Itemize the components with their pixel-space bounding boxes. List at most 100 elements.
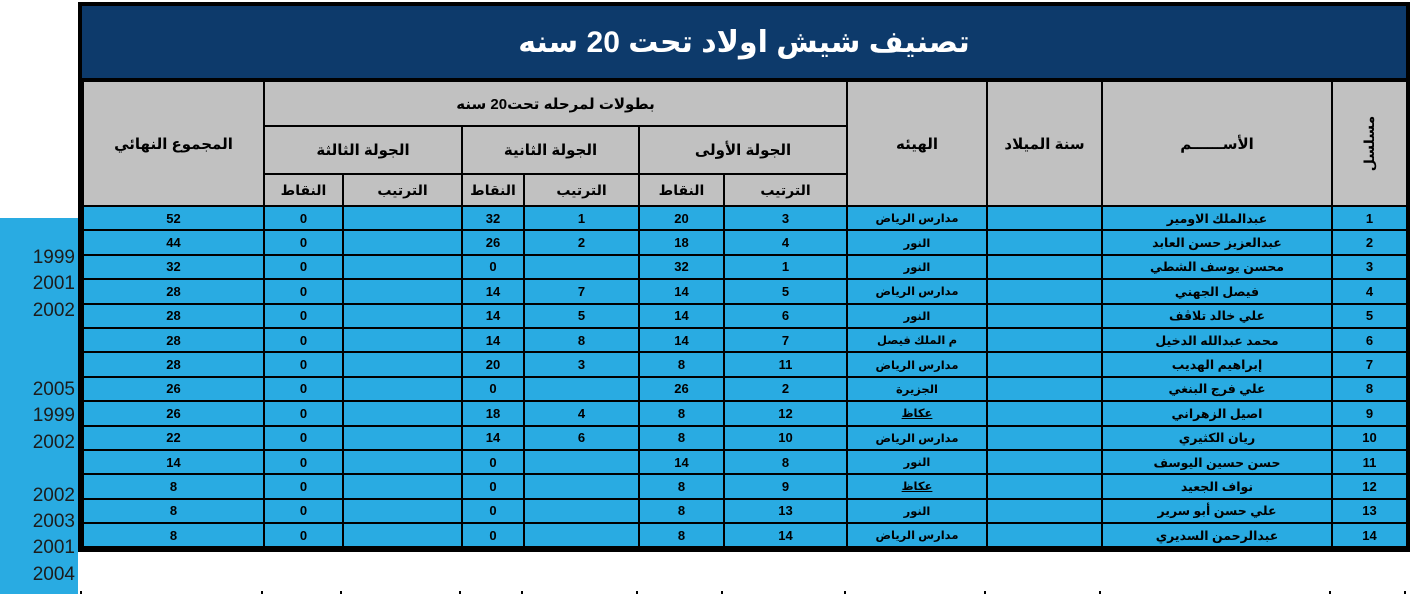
cell-round1-points[interactable]: 14 [638, 326, 725, 354]
cell-birth-year[interactable] [986, 302, 1103, 329]
cell-name[interactable]: محسن يوسف الشطي [1101, 253, 1333, 281]
cell-serial[interactable]: 6 [1331, 326, 1408, 354]
header-round-3-rank[interactable]: الترتيب [342, 173, 463, 207]
cell-round3-points[interactable]: 0 [263, 253, 344, 281]
cell-round3-points[interactable]: 0 [263, 375, 344, 403]
cell-name[interactable]: اصيل الزهراني [1101, 400, 1333, 427]
cell-round1-rank[interactable]: 10 [723, 424, 848, 451]
margin-year[interactable]: 2004 [32, 563, 75, 585]
cell-round3-rank[interactable] [342, 400, 463, 427]
cell-final-total[interactable]: 26 [82, 375, 265, 403]
cell-organization[interactable]: عكاظ [846, 400, 988, 427]
cell-serial[interactable]: 5 [1331, 302, 1408, 329]
cell-birth-year[interactable] [986, 351, 1103, 378]
cell-birth-year[interactable] [986, 400, 1103, 427]
cell-round1-points[interactable]: 8 [638, 473, 725, 500]
cell-round3-rank[interactable] [342, 424, 463, 451]
header-round-2-rank[interactable]: الترتيب [523, 173, 640, 207]
cell-round3-points[interactable]: 0 [263, 497, 344, 525]
cell-round3-points[interactable]: 0 [263, 473, 344, 500]
margin-year[interactable]: 1999 [32, 246, 75, 268]
cell-round3-rank[interactable] [342, 204, 463, 232]
cell-round1-rank[interactable]: 5 [723, 278, 848, 305]
cell-organization[interactable]: النور [846, 302, 988, 329]
cell-organization[interactable]: مدارس الرياض [846, 204, 988, 232]
cell-round2-points[interactable]: 18 [461, 400, 525, 427]
cell-final-total[interactable]: 26 [82, 400, 265, 427]
cell-round3-rank[interactable] [342, 473, 463, 500]
header-round-3-points[interactable]: النقاط [263, 173, 344, 207]
header-organization[interactable]: الهيئه [846, 80, 988, 207]
cell-round2-points[interactable]: 14 [461, 326, 525, 354]
cell-birth-year[interactable] [986, 448, 1103, 476]
cell-round1-points[interactable]: 18 [638, 229, 725, 256]
header-serial[interactable]: مسلسل [1331, 80, 1408, 207]
cell-round1-rank[interactable]: 7 [723, 326, 848, 354]
cell-round2-points[interactable]: 14 [461, 278, 525, 305]
cell-round3-rank[interactable] [342, 351, 463, 378]
cell-birth-year[interactable] [986, 522, 1103, 549]
cell-serial[interactable]: 3 [1331, 253, 1408, 281]
cell-round2-points[interactable]: 0 [461, 375, 525, 403]
cell-birth-year[interactable] [986, 473, 1103, 500]
margin-year[interactable]: 2002 [32, 431, 75, 453]
cell-organization[interactable]: مدارس الرياض [846, 424, 988, 451]
cell-round1-rank[interactable]: 2 [723, 375, 848, 403]
cell-organization[interactable]: الجزيرة [846, 375, 988, 403]
table-title[interactable]: تصنيف شيش اولاد تحت 20 سنه [82, 6, 1406, 80]
cell-round1-rank[interactable]: 8 [723, 448, 848, 476]
cell-round2-rank[interactable]: 3 [523, 351, 640, 378]
cell-round2-points[interactable]: 14 [461, 302, 525, 329]
margin-year[interactable] [0, 350, 78, 376]
cell-round3-rank[interactable] [342, 302, 463, 329]
cell-round2-points[interactable]: 0 [461, 448, 525, 476]
cell-serial[interactable]: 11 [1331, 448, 1408, 476]
cell-birth-year[interactable] [986, 326, 1103, 354]
cell-serial[interactable]: 12 [1331, 473, 1408, 500]
margin-year[interactable]: 1999 [32, 405, 75, 427]
cell-birth-year[interactable] [986, 375, 1103, 403]
cell-name[interactable]: إبراهيم الهديب [1101, 351, 1333, 378]
header-round-1-rank[interactable]: الترتيب [723, 173, 848, 207]
cell-birth-year[interactable] [986, 229, 1103, 256]
cell-round3-points[interactable]: 0 [263, 522, 344, 549]
cell-round3-rank[interactable] [342, 326, 463, 354]
cell-birth-year[interactable] [986, 253, 1103, 281]
cell-final-total[interactable]: 32 [82, 253, 265, 281]
cell-round3-points[interactable]: 0 [263, 278, 344, 305]
cell-birth-year[interactable] [986, 204, 1103, 232]
cell-round1-rank[interactable]: 11 [723, 351, 848, 378]
header-round-2-points[interactable]: النقاط [461, 173, 525, 207]
cell-round2-rank[interactable] [523, 522, 640, 549]
cell-round3-rank[interactable] [342, 497, 463, 525]
cell-round1-rank[interactable]: 3 [723, 204, 848, 232]
cell-round2-points[interactable]: 0 [461, 497, 525, 525]
margin-year[interactable]: 2001 [32, 273, 75, 295]
cell-organization[interactable]: عكاظ [846, 473, 988, 500]
cell-name[interactable]: محمد عبدالله الدخيل [1101, 326, 1333, 354]
cell-name[interactable]: نواف الجعيد [1101, 473, 1333, 500]
margin-year[interactable]: 2003 [32, 511, 75, 533]
margin-year[interactable]: 2002 [32, 299, 75, 321]
cell-serial[interactable]: 7 [1331, 351, 1408, 378]
cell-round1-points[interactable]: 8 [638, 497, 725, 525]
cell-name[interactable]: علي خالد تلاڤف [1101, 302, 1333, 329]
cell-organization[interactable]: مدارس الرياض [846, 278, 988, 305]
cell-round1-rank[interactable]: 1 [723, 253, 848, 281]
cell-birth-year[interactable] [986, 278, 1103, 305]
cell-final-total[interactable]: 44 [82, 229, 265, 256]
margin-year[interactable] [0, 324, 78, 350]
cell-serial[interactable]: 4 [1331, 278, 1408, 305]
header-round-2[interactable]: الجولة الثانية [461, 125, 640, 175]
cell-round1-rank[interactable]: 9 [723, 473, 848, 500]
cell-name[interactable]: علي فرج البنغي [1101, 375, 1333, 403]
cell-name[interactable]: علي حسن أبو سرير [1101, 497, 1333, 525]
cell-round3-rank[interactable] [342, 253, 463, 281]
cell-final-total[interactable]: 28 [82, 278, 265, 305]
cell-round3-rank[interactable] [342, 278, 463, 305]
cell-organization[interactable]: م الملك فيصل [846, 326, 988, 354]
cell-round1-rank[interactable]: 13 [723, 497, 848, 525]
header-round-1-points[interactable]: النقاط [638, 173, 725, 207]
cell-round1-rank[interactable]: 14 [723, 522, 848, 549]
cell-round2-points[interactable]: 14 [461, 424, 525, 451]
